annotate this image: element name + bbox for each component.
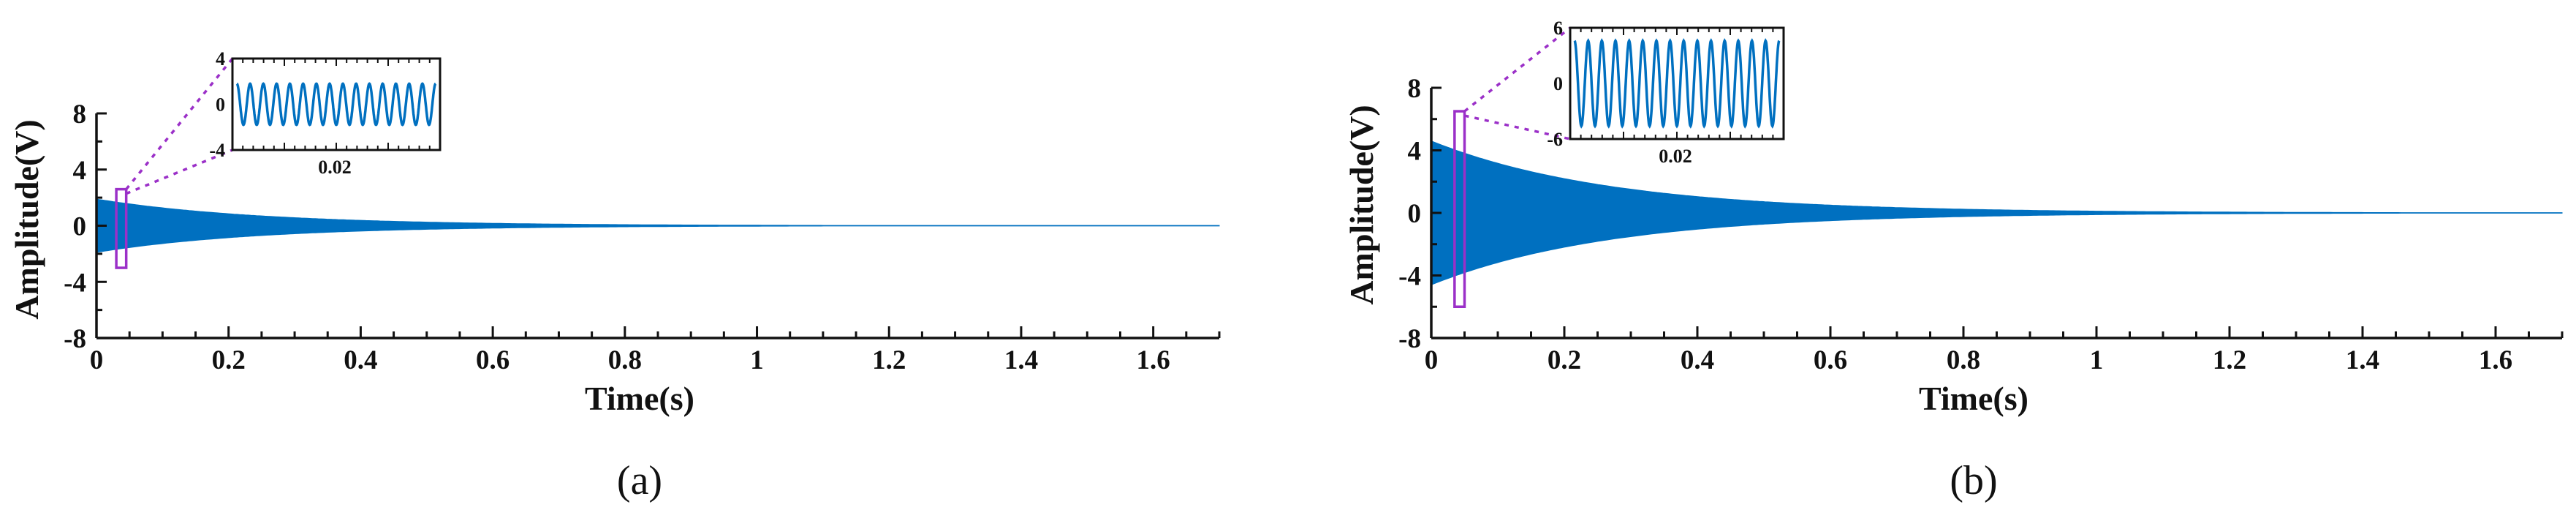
- x-tick-label: 0.4: [344, 345, 377, 375]
- y-axis-label: Amplitude(V): [1343, 105, 1380, 304]
- zoom-leader-line: [1463, 26, 1572, 113]
- y-tick-label: 8: [1408, 74, 1422, 104]
- inset-y-tick-label: 0: [216, 94, 225, 116]
- inset-y-tick-label: 4: [216, 48, 225, 70]
- y-tick-label: -4: [64, 268, 86, 298]
- x-tick-label: 0.6: [476, 345, 509, 375]
- y-ticks: 8 4 0 -4 -8: [1398, 74, 1442, 354]
- x-tick-label: 1: [750, 345, 764, 375]
- inset-frame: [231, 57, 442, 151]
- signal-series: [96, 198, 1220, 253]
- x-tick-label: 1.6: [1137, 345, 1170, 375]
- inset-y-tick-label: 0: [1553, 73, 1563, 94]
- inset-x-tick-label: 0.02: [318, 157, 352, 178]
- x-tick-label: 0.8: [608, 345, 642, 375]
- y-tick-label: -8: [64, 324, 86, 354]
- panel-label: (b): [1950, 458, 1997, 503]
- x-tick-label: 1.4: [2346, 345, 2379, 375]
- inset-y-tick-label: 6: [1553, 18, 1563, 39]
- y-tick-label: 0: [1408, 199, 1422, 229]
- y-ticks: 8 4 0 -4 -8: [64, 100, 107, 354]
- x-ticks: 0 0.2 0.4 0.6 0.8 1 1.2 1.4 1.6: [1425, 326, 2564, 375]
- x-tick-label: 0: [1425, 345, 1439, 375]
- panel-label: (a): [617, 458, 662, 503]
- zoom-rectangle: [1453, 110, 1466, 308]
- x-tick-label: 1.6: [2479, 345, 2512, 375]
- y-axis-label: Amplitude(V): [8, 119, 45, 319]
- panel-b: 0 0.2 0.4 0.6 0.8 1 1.2 1.4 1.6 840-4-8 Time(s) …: [1343, 18, 2564, 503]
- y-tick-label: 0: [73, 212, 87, 242]
- inset-chart: 4 0 -4 0.02: [125, 48, 442, 195]
- x-tick-label: 1: [2090, 345, 2104, 375]
- inset-y-tick-label: -4: [209, 140, 225, 161]
- y-tick-label: 4: [73, 156, 87, 186]
- signal-series: [1431, 140, 2563, 286]
- x-tick-label: 0.6: [1814, 345, 1847, 375]
- zoom-leader-line: [125, 149, 233, 195]
- y-tick-label: 4: [1408, 137, 1422, 167]
- zoom-rectangle: [115, 187, 128, 269]
- zoom-box: [1453, 110, 1466, 308]
- zoom-leader-line: [125, 57, 234, 190]
- inset-x-tick-label: 0.02: [1659, 146, 1692, 167]
- x-axis-label: Time(s): [585, 380, 694, 417]
- signal-envelope: [96, 198, 1220, 253]
- zoom-box: [115, 187, 128, 269]
- inset-chart: 6 0 -6 0.02: [1463, 18, 1785, 167]
- panel-a: 0 0.2 0.4 0.6 0.8 1 1.2 1.4 1.6 840-4-8 Time(s) …: [8, 48, 1221, 503]
- y-tick-label: -8: [1398, 324, 1421, 354]
- x-ticks: 0 0.2 0.4 0.6 0.8 1 1.2 1.4 1.6: [90, 326, 1221, 375]
- x-tick-label: 1.4: [1004, 345, 1038, 375]
- x-tick-label: 1.2: [2213, 345, 2246, 375]
- y-tick-label: 8: [73, 100, 87, 130]
- x-tick-label: 0.2: [1548, 345, 1581, 375]
- inset-signal-line: [235, 82, 437, 127]
- signal-envelope: [1431, 140, 2563, 286]
- x-tick-label: 0.8: [1947, 345, 1980, 375]
- inset-y-tick-label: -6: [1547, 129, 1563, 150]
- x-tick-label: 0.4: [1681, 345, 1714, 375]
- x-tick-label: 1.2: [872, 345, 906, 375]
- x-axis-label: Time(s): [1919, 380, 2028, 417]
- inset-signal-line: [1573, 38, 1781, 129]
- x-tick-label: 0: [90, 345, 104, 375]
- y-tick-label: -4: [1398, 262, 1421, 292]
- x-tick-label: 0.2: [212, 345, 246, 375]
- zoom-leader-line: [1464, 114, 1571, 140]
